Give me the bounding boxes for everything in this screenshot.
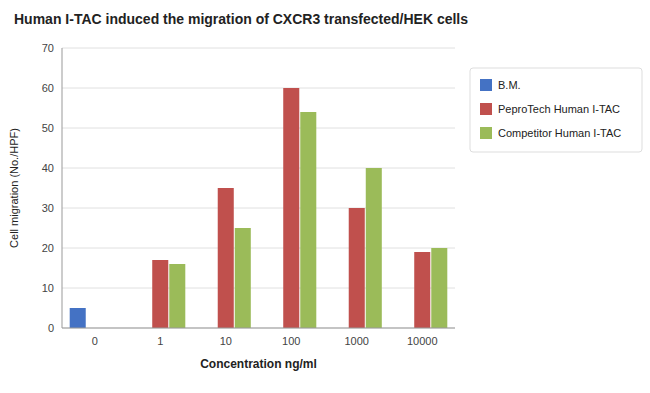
y-axis-line [62, 48, 63, 328]
y-tick-label: 20 [42, 242, 54, 254]
grid-line [62, 208, 455, 209]
y-tick-label: 70 [42, 42, 54, 54]
chart: Human I-TAC induced the migration of CXC… [0, 0, 650, 393]
legend-swatch [480, 127, 492, 139]
legend-label: PeproTech Human I-TAC [498, 103, 620, 115]
x-tick-label: 1000 [345, 335, 369, 347]
chart-container: Human I-TAC induced the migration of CXC… [0, 0, 650, 393]
bar [283, 88, 299, 328]
x-tick-label: 10 [220, 335, 232, 347]
grid [62, 48, 455, 328]
bar [300, 112, 316, 328]
legend-box [470, 68, 642, 152]
x-tick-label: 1 [157, 335, 163, 347]
x-tick-label: 100 [282, 335, 300, 347]
grid-line [62, 128, 455, 129]
grid-line [62, 328, 455, 329]
x-tick-label: 0 [92, 335, 98, 347]
y-tick-label: 50 [42, 122, 54, 134]
legend: B.M. PeproTech Human I-TAC Competitor Huma… [470, 68, 642, 152]
grid-line [62, 288, 455, 289]
x-axis-label: Concentration ng/ml [200, 357, 317, 371]
bar [235, 228, 251, 328]
bar [431, 248, 447, 328]
y-axis-label: Cell migration (No./HPF) [8, 128, 20, 248]
y-tick-label: 10 [42, 282, 54, 294]
x-axis-line [62, 328, 455, 329]
y-tick-label: 40 [42, 162, 54, 174]
legend-swatch [480, 103, 492, 115]
y-tick-label: 0 [48, 322, 54, 334]
bar [349, 208, 365, 328]
bar [366, 168, 382, 328]
grid-line [62, 88, 455, 89]
legend-label: B.M. [498, 79, 521, 91]
legend-label: Competitor Human I-TAC [498, 127, 621, 139]
bar [70, 308, 86, 328]
y-tick-label: 60 [42, 82, 54, 94]
title: Human I-TAC induced the migration of CXC… [14, 11, 468, 27]
bar [218, 188, 234, 328]
bars [70, 88, 448, 328]
legend-swatch [480, 79, 492, 91]
bar [152, 260, 168, 328]
bar [414, 252, 430, 328]
x-tick-label: 10000 [407, 335, 438, 347]
y-tick-label: 30 [42, 202, 54, 214]
grid-line [62, 248, 455, 249]
bar [169, 264, 185, 328]
grid-line [62, 168, 455, 169]
grid-line [62, 48, 455, 49]
